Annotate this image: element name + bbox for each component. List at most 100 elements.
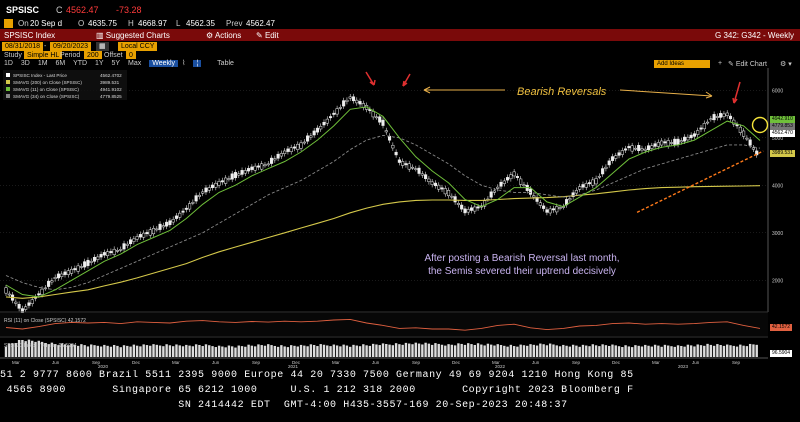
volume-bar <box>480 344 483 357</box>
line-style-icon[interactable]: ⌇ <box>182 60 186 67</box>
price-bar <box>115 250 120 252</box>
price-bar <box>433 182 438 187</box>
price-bar <box>63 271 67 275</box>
volume-bar <box>565 345 568 357</box>
currency-select[interactable]: Local CCY <box>118 42 158 51</box>
plus-icon[interactable]: + <box>718 60 723 67</box>
y-axis: 2000 3000 4000 5000 6000 <box>767 68 783 312</box>
range-1y[interactable]: 1Y <box>95 60 104 67</box>
volume-bar <box>755 344 758 357</box>
volume-bar <box>175 344 178 357</box>
range-1m[interactable]: 1M <box>37 60 48 67</box>
price-bar <box>522 184 526 187</box>
volume-bar <box>437 343 440 357</box>
edit-chart-button[interactable]: ✎ Edit Chart <box>728 60 767 68</box>
volume-bar <box>598 346 601 357</box>
calendar-icon[interactable]: ▦ <box>96 42 109 51</box>
legend-swatch <box>6 80 10 84</box>
price-bar <box>142 232 146 238</box>
start-date-input[interactable]: 08/31/2018 <box>2 42 44 51</box>
end-date-input[interactable]: 09/20/2023 <box>50 42 92 51</box>
period-input[interactable]: 200 <box>84 51 102 59</box>
range-6m[interactable]: 6M <box>55 60 66 67</box>
volume-bar <box>493 345 496 357</box>
edit-menu[interactable]: ✎ Edit <box>256 30 279 40</box>
price-bar <box>624 148 628 151</box>
range-buttons: 1D 3D 1M 6M YTD 1Y 5Y Max Weekly ⌇ ¦ Tab… <box>4 59 240 68</box>
index-label[interactable]: SPSISC Index <box>4 30 56 40</box>
price-bar <box>50 280 54 283</box>
volume-bar <box>463 344 467 357</box>
price-bar <box>614 155 618 159</box>
volume-panel: SPSISC Index - Volume 96.5904 <box>0 336 768 357</box>
range-1d[interactable]: 1D <box>4 60 13 67</box>
volume-bar <box>617 346 621 357</box>
price-bar <box>420 173 424 176</box>
legend-swatch <box>6 87 10 91</box>
price-bar <box>604 166 608 169</box>
volume-bar <box>657 345 660 357</box>
legend-swatch <box>6 73 10 77</box>
x-year-label: 2020 <box>98 364 109 368</box>
range-toolbar: 1D 3D 1M 6M YTD 1Y 5Y Max Weekly ⌇ ¦ Tab… <box>0 59 800 68</box>
x-tick-label: Jun <box>372 360 380 365</box>
price-bar <box>745 137 749 140</box>
price-bar <box>469 207 474 211</box>
price-bar <box>492 190 497 193</box>
price-bar <box>466 209 470 213</box>
price-bar <box>309 135 313 138</box>
price-bar <box>194 195 198 202</box>
volume-bar <box>430 344 434 357</box>
actions-menu[interactable]: ⚙ Actions <box>206 30 242 40</box>
price-bar <box>158 223 162 230</box>
legend-value: 4779.8525 <box>100 94 122 99</box>
volume-bar <box>224 347 227 357</box>
chart-options-icon[interactable]: ⚙ ▾ <box>780 60 792 68</box>
sma200-line <box>5 185 761 299</box>
volume-bar <box>752 344 755 357</box>
table-button[interactable]: Table <box>217 60 234 67</box>
offset-input[interactable]: 0 <box>126 51 136 59</box>
range-3d[interactable]: 3D <box>20 60 30 67</box>
price-bar <box>404 163 408 166</box>
add-ideas-input[interactable]: Add Ideas <box>654 59 710 68</box>
price-bar <box>174 215 179 219</box>
volume-bar <box>234 347 237 357</box>
volume-bar <box>162 346 165 357</box>
volume-bar <box>31 340 34 357</box>
legend-label: SPSISC Index - Last Price <box>13 73 67 78</box>
volume-bar <box>696 344 699 357</box>
volume-bar <box>388 344 391 357</box>
price-bar <box>506 177 510 181</box>
price-bar <box>155 228 159 231</box>
volume-bar <box>427 343 431 357</box>
price-bar <box>250 166 254 170</box>
volume-bar <box>57 345 60 357</box>
range-max[interactable]: Max <box>128 60 142 67</box>
suggested-charts-menu[interactable]: ▥ Suggested Charts <box>96 30 170 40</box>
prev-label: Prev <box>226 18 243 28</box>
price-bar <box>738 126 742 133</box>
volume-bar <box>290 345 293 357</box>
volume-bar <box>270 345 273 357</box>
price-bar <box>633 147 637 150</box>
volume-bar <box>303 345 306 357</box>
price-bar <box>496 186 500 189</box>
frequency-select[interactable]: Weekly <box>149 60 179 67</box>
price-bar <box>319 126 323 130</box>
price-bar <box>571 192 575 198</box>
price-bar <box>60 273 64 277</box>
volume-bar <box>276 346 280 357</box>
chart-type-icon[interactable]: ¦ <box>193 60 202 67</box>
range-5y[interactable]: 5Y <box>111 60 121 67</box>
volume-bar <box>575 345 578 357</box>
volume-bar <box>453 345 457 357</box>
footer-line-1: 51 2 9777 8600 Brazil 5511 2395 9000 Eur… <box>0 370 634 381</box>
volume-bar <box>381 343 385 357</box>
x-tick-label: Dec <box>612 360 621 365</box>
study-select[interactable]: Simple HL <box>24 51 63 59</box>
volume-bar <box>535 345 539 357</box>
range-ytd[interactable]: YTD <box>73 60 88 67</box>
volume-bar <box>293 345 296 357</box>
volume-bar <box>24 341 27 357</box>
